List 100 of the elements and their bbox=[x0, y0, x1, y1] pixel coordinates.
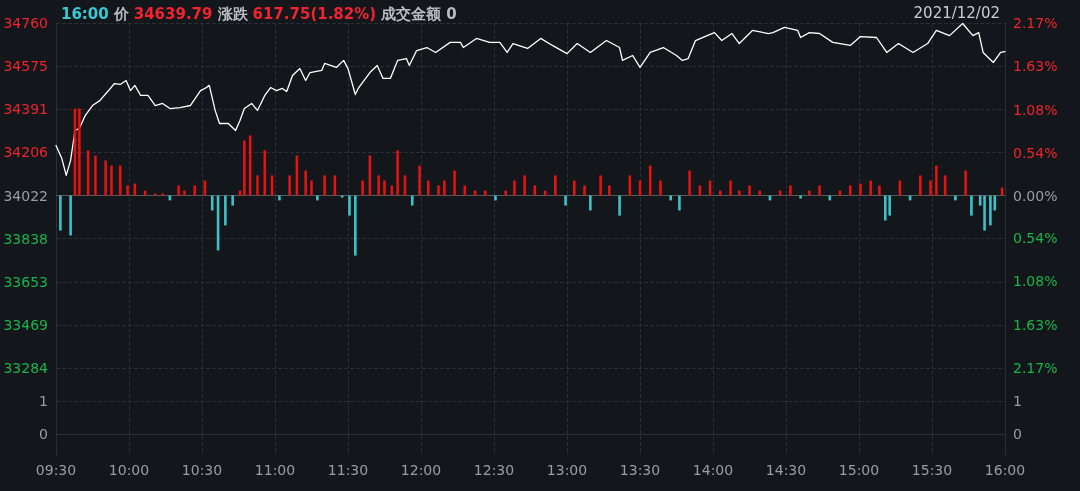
bar bbox=[69, 195, 72, 236]
bar bbox=[799, 195, 802, 199]
bar bbox=[383, 180, 386, 196]
bar bbox=[78, 108, 81, 196]
bar bbox=[970, 195, 973, 216]
bar bbox=[554, 175, 557, 196]
bar bbox=[224, 195, 227, 226]
x-tick-label: 12:00 bbox=[400, 462, 442, 478]
bar bbox=[523, 175, 526, 196]
y2-tick-label: 2.17% bbox=[1013, 15, 1058, 31]
bar bbox=[989, 195, 992, 226]
y2-tick-label: 2.17% bbox=[1013, 360, 1058, 376]
bar bbox=[883, 195, 887, 221]
y-tick-label: 34575 bbox=[3, 58, 48, 75]
y2-tick-label: 0.54% bbox=[1013, 230, 1058, 247]
x-tick-label: 15:00 bbox=[838, 462, 880, 478]
y2-tick-label: 0.54% bbox=[1013, 144, 1058, 161]
bar bbox=[377, 175, 380, 196]
bar bbox=[126, 185, 129, 196]
bar bbox=[564, 195, 567, 206]
bar bbox=[278, 195, 281, 201]
bar bbox=[310, 180, 313, 196]
x-tick-label: 09:30 bbox=[35, 462, 77, 478]
bar bbox=[59, 195, 62, 231]
bar bbox=[748, 185, 751, 196]
y-tick-label: 34760 bbox=[3, 15, 48, 31]
y-tick-label: 1 bbox=[39, 392, 48, 409]
bar bbox=[494, 195, 497, 201]
bar bbox=[628, 175, 632, 196]
bar bbox=[453, 170, 456, 196]
x-tick-label: 16:00 bbox=[984, 462, 1026, 478]
x-tick-label: 14:30 bbox=[765, 462, 807, 478]
line-series bbox=[55, 22, 1006, 177]
y-tick-label: 33838 bbox=[3, 230, 48, 247]
x-tick-label: 11:00 bbox=[254, 462, 296, 478]
bar bbox=[648, 165, 652, 196]
bar bbox=[437, 185, 440, 196]
bar bbox=[231, 195, 234, 206]
bar bbox=[354, 195, 357, 256]
bar bbox=[243, 140, 246, 196]
y-tick-label: 34391 bbox=[3, 101, 48, 118]
bar bbox=[256, 175, 259, 196]
bar bbox=[193, 185, 196, 196]
x-tick-label: 13:00 bbox=[546, 462, 588, 478]
bar bbox=[618, 195, 621, 216]
bar bbox=[316, 195, 319, 201]
y-tick-label: 33469 bbox=[3, 316, 48, 333]
y2-tick-label: 1.08% bbox=[1013, 273, 1058, 290]
bar bbox=[573, 180, 576, 196]
bar bbox=[513, 180, 516, 196]
bar bbox=[818, 185, 821, 196]
y-tick-label: 33284 bbox=[3, 360, 49, 376]
bar bbox=[153, 193, 157, 196]
bar bbox=[183, 190, 186, 196]
y-tick-label: 34206 bbox=[3, 144, 49, 161]
y2-tick-label: 0.00% bbox=[1013, 187, 1058, 204]
bar bbox=[94, 155, 97, 196]
bar bbox=[954, 195, 957, 201]
bar bbox=[410, 195, 414, 206]
bar bbox=[758, 190, 762, 196]
bar bbox=[323, 175, 326, 196]
bar bbox=[443, 180, 446, 196]
bar bbox=[719, 190, 722, 196]
bar bbox=[396, 150, 399, 196]
bar bbox=[361, 180, 364, 196]
bar bbox=[161, 193, 164, 196]
bar bbox=[427, 180, 430, 196]
bar bbox=[483, 190, 487, 196]
bar bbox=[504, 190, 507, 196]
bar bbox=[878, 185, 881, 196]
x-tick-label: 12:30 bbox=[473, 462, 515, 478]
bar bbox=[599, 175, 602, 196]
bar bbox=[848, 185, 852, 196]
bar bbox=[859, 183, 862, 196]
bar bbox=[808, 190, 811, 196]
bar bbox=[678, 195, 681, 211]
x-tick-label: 10:30 bbox=[181, 462, 223, 478]
bar bbox=[669, 195, 672, 201]
x-tick-label: 10:00 bbox=[108, 462, 150, 478]
bar bbox=[263, 150, 267, 196]
bar bbox=[118, 165, 122, 196]
bar bbox=[304, 170, 307, 196]
y-tick-label: 33653 bbox=[3, 273, 48, 290]
bar bbox=[110, 165, 113, 196]
bar bbox=[688, 170, 691, 196]
bar bbox=[737, 190, 741, 196]
bar bbox=[929, 180, 932, 196]
y2-tick-label: 1 bbox=[1013, 392, 1022, 409]
bar bbox=[919, 175, 922, 196]
bar bbox=[583, 185, 586, 196]
bar bbox=[288, 175, 291, 196]
y2-tick-label: 1.63% bbox=[1013, 57, 1058, 74]
x-tick-label: 14:00 bbox=[692, 462, 734, 478]
x-tick-label: 13:30 bbox=[619, 462, 661, 478]
bar bbox=[104, 160, 107, 196]
x-tick-label: 15:30 bbox=[911, 462, 953, 478]
x-tick-label: 11:30 bbox=[327, 462, 369, 478]
bar bbox=[210, 195, 214, 211]
bar bbox=[789, 185, 792, 196]
chart-subtitle: 2021/12/02 bbox=[913, 3, 1001, 22]
